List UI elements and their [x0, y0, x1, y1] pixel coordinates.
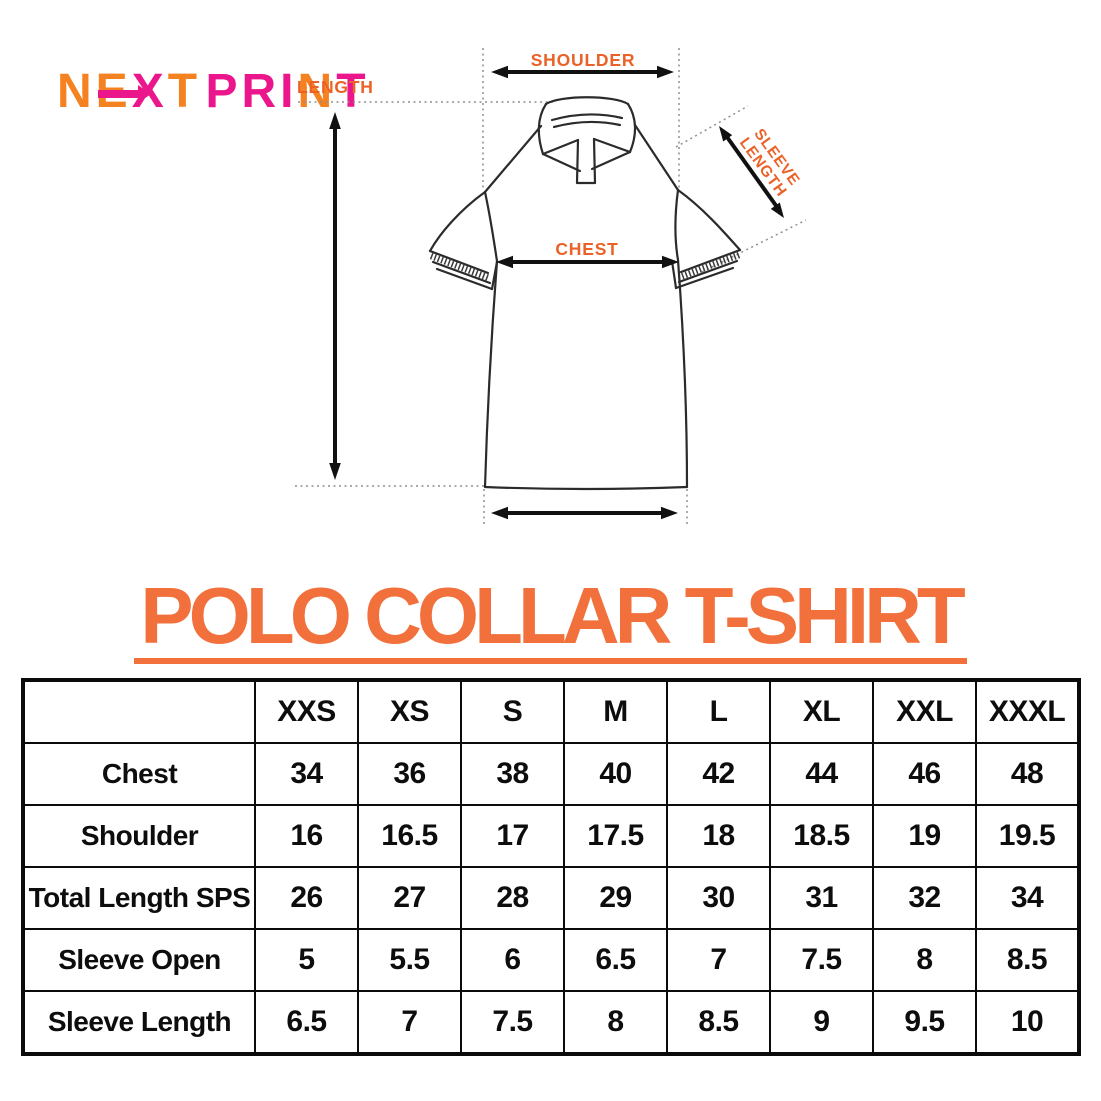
size-cell: 44 [769, 742, 874, 806]
column-header: XXS [254, 679, 359, 744]
left-cuff-rib [429, 252, 491, 282]
table-header-row: XXS XS S M L XL XXL XXXL [22, 679, 1080, 744]
table-row: Chest 34 36 38 40 42 44 46 48 [22, 742, 1080, 806]
logo-letter: N [297, 65, 337, 118]
size-cell: 27 [357, 866, 462, 930]
chest-label: CHEST [555, 239, 618, 259]
row-label: Total Length SPS [22, 866, 256, 930]
logo-letter: R [241, 65, 281, 118]
hem-width-arrow-icon [491, 506, 678, 520]
size-cell: 29 [563, 866, 668, 930]
size-cell: 18 [666, 804, 771, 868]
size-cell: 6.5 [254, 990, 359, 1055]
logo-letter: T [336, 65, 370, 118]
shoulder-label: SHOULDER [531, 50, 636, 70]
length-label: LENGTH [297, 77, 374, 97]
column-header: M [563, 679, 668, 744]
size-cell: 16.5 [357, 804, 462, 868]
table-row: Total Length SPS 26 27 28 29 30 31 32 34 [22, 866, 1080, 930]
size-table: XXS XS S M L XL XXL XXXL Chest 34 36 38 … [21, 678, 1081, 1056]
column-header: XXXL [975, 679, 1080, 744]
column-header [22, 679, 256, 744]
size-cell: 8 [563, 990, 668, 1055]
column-header: S [460, 679, 565, 744]
size-cell: 6.5 [563, 928, 668, 992]
chest-arrow-icon [496, 255, 679, 269]
size-cell: 19 [872, 804, 977, 868]
length-arrow-icon [329, 112, 341, 480]
column-header: XXL [872, 679, 977, 744]
row-label: Sleeve Open [22, 928, 256, 992]
row-label: Sleeve Length [22, 990, 256, 1055]
table-row: Sleeve Length 6.5 7 7.5 8 8.5 9 9.5 10 [22, 990, 1080, 1055]
logo-line-next: NEXT [57, 68, 201, 116]
page-title: POLO COLLAR T-SHIRT [134, 575, 967, 664]
guide-dotted-lines [295, 48, 807, 524]
table-row: Sleeve Open 5 5.5 6 6.5 7 7.5 8 8.5 [22, 928, 1080, 992]
size-cell: 48 [975, 742, 1080, 806]
size-cell: 36 [357, 742, 462, 806]
size-cell: 30 [666, 866, 771, 930]
size-cell: 10 [975, 990, 1080, 1055]
logo-line-print: PRINT [205, 68, 369, 116]
size-cell: 34 [254, 742, 359, 806]
size-cell: 8.5 [666, 990, 771, 1055]
size-cell: 16 [254, 804, 359, 868]
right-cuff-rib [678, 251, 741, 281]
column-header: XL [769, 679, 874, 744]
size-cell: 28 [460, 866, 565, 930]
shirt-measurement-diagram: LENGTH SHOULDER CHEST SLEEVE LENGTH [295, 48, 807, 524]
size-cell: 7.5 [769, 928, 874, 992]
size-cell: 7 [666, 928, 771, 992]
size-cell: 46 [872, 742, 977, 806]
size-cell: 5.5 [357, 928, 462, 992]
logo-arrow-icon [98, 85, 151, 103]
size-cell: 42 [666, 742, 771, 806]
table-row: Shoulder 16 16.5 17 17.5 18 18.5 19 19.5 [22, 804, 1080, 868]
size-cell: 32 [872, 866, 977, 930]
size-cell: 34 [975, 866, 1080, 930]
logo-letter: T [167, 65, 202, 118]
size-cell: 8.5 [975, 928, 1080, 992]
column-header: L [666, 679, 771, 744]
logo-letter: N [57, 65, 96, 118]
size-cell: 6 [460, 928, 565, 992]
size-cell: 17.5 [563, 804, 668, 868]
size-cell: 18.5 [769, 804, 874, 868]
size-cell: 40 [563, 742, 668, 806]
size-cell: 17 [460, 804, 565, 868]
sleeve-length-arrow-icon [719, 126, 784, 218]
column-header: XS [357, 679, 462, 744]
logo-letter: P [205, 65, 242, 118]
shoulder-arrow-icon [491, 65, 674, 79]
polo-shirt-drawing [428, 96, 742, 491]
size-cell: 9.5 [872, 990, 977, 1055]
size-cell: 5 [254, 928, 359, 992]
size-cell: 8 [872, 928, 977, 992]
title-section: POLO COLLAR T-SHIRT [0, 575, 1101, 664]
size-cell: 19.5 [975, 804, 1080, 868]
row-label: Chest [22, 742, 256, 806]
size-cell: 26 [254, 866, 359, 930]
size-cell: 7.5 [460, 990, 565, 1055]
size-cell: 31 [769, 866, 874, 930]
brand-logo: NEXT PRINT [57, 55, 370, 116]
size-cell: 9 [769, 990, 874, 1055]
row-label: Shoulder [22, 804, 256, 868]
size-cell: 7 [357, 990, 462, 1055]
logo-letter: I [280, 65, 298, 118]
size-cell: 38 [460, 742, 565, 806]
